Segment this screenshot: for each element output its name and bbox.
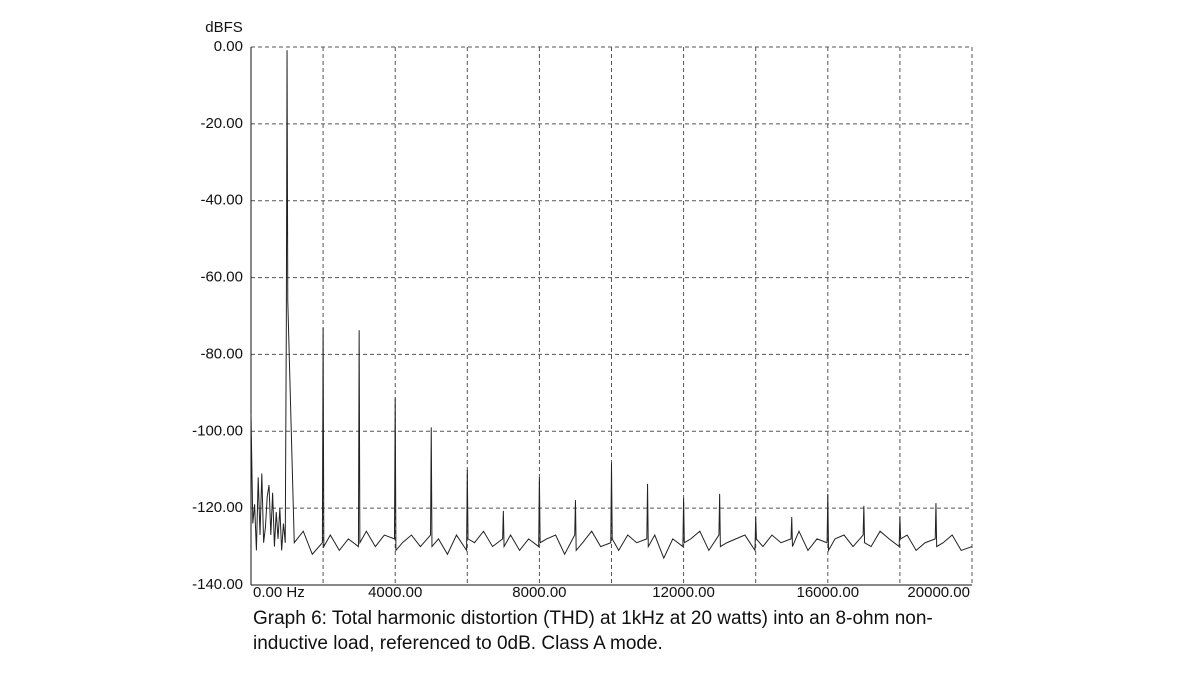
x-tick-label: 0.00 Hz	[253, 584, 305, 601]
y-tick-label: -100.00	[192, 422, 243, 439]
y-tick-label: -60.00	[200, 269, 243, 286]
x-tick-label: 20000.00	[907, 584, 970, 601]
caption: inductive load, referenced to 0dB. Class…	[253, 633, 663, 654]
x-tick-label: 4000.00	[368, 584, 422, 601]
y-tick-label: -40.00	[200, 192, 243, 209]
spectrum-line	[250, 50, 973, 560]
y-tick-label: 0.00	[214, 38, 243, 55]
y-axis-label: dBFS	[205, 19, 243, 36]
x-tick-label: 12000.00	[652, 584, 715, 601]
x-tick-label: 16000.00	[797, 584, 860, 601]
y-tick-label: -120.00	[192, 499, 243, 516]
y-tick-label: -80.00	[200, 345, 243, 362]
caption: Graph 6: Total harmonic distortion (THD)…	[253, 608, 933, 629]
y-tick-label: -140.00	[192, 576, 243, 593]
y-tick-label: -20.00	[200, 115, 243, 132]
x-tick-label: 8000.00	[512, 584, 566, 601]
